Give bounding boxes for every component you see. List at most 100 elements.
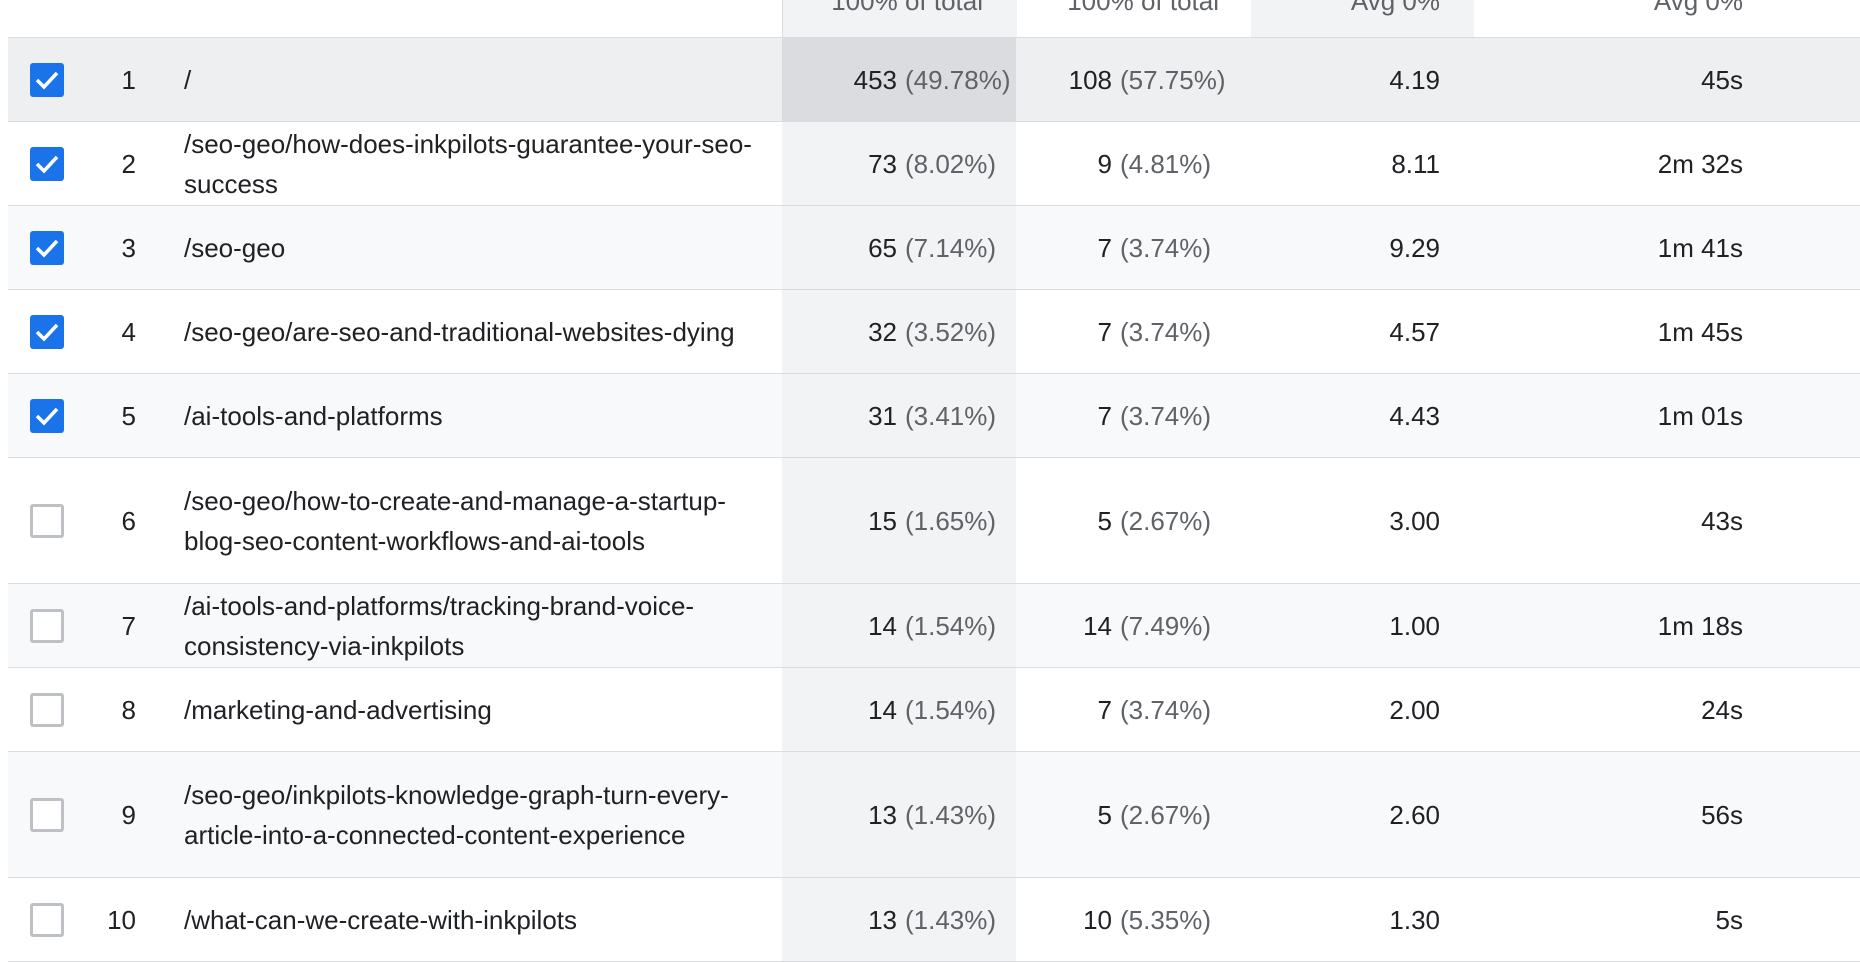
users: 5 bbox=[1097, 505, 1112, 536]
page-path: /ai-tools-and-platforms bbox=[184, 401, 443, 431]
users-pct: (3.74%) bbox=[1120, 694, 1212, 725]
checkbox[interactable] bbox=[30, 63, 64, 97]
checkbox[interactable] bbox=[30, 609, 64, 643]
views: 31 bbox=[868, 400, 897, 431]
header-label: 100% of total bbox=[831, 0, 983, 16]
cell-bg bbox=[782, 206, 1016, 289]
views-pct: (1.43%) bbox=[905, 799, 997, 830]
views: 32 bbox=[868, 316, 897, 347]
users-pct: (7.49%) bbox=[1120, 610, 1212, 641]
rank: 5 bbox=[121, 400, 136, 431]
cell-bg bbox=[782, 374, 1016, 457]
time: 1m 01s bbox=[1657, 400, 1743, 431]
time: 1m 18s bbox=[1657, 610, 1743, 641]
users: 108 bbox=[1068, 64, 1112, 95]
checkbox[interactable] bbox=[30, 147, 64, 181]
users: 9 bbox=[1097, 148, 1112, 179]
header-border bbox=[8, 37, 1860, 38]
users-pct: (4.81%) bbox=[1120, 148, 1212, 179]
time: 1m 45s bbox=[1657, 316, 1743, 347]
cell-bg bbox=[782, 38, 1016, 121]
views: 14 bbox=[868, 610, 897, 641]
users: 7 bbox=[1097, 316, 1112, 347]
views-pct: (3.52%) bbox=[905, 316, 997, 347]
avg: 3.00 bbox=[1389, 505, 1440, 536]
cell-bg bbox=[782, 878, 1016, 961]
views: 65 bbox=[868, 232, 897, 263]
views: 15 bbox=[868, 505, 897, 536]
avg: 2.60 bbox=[1389, 799, 1440, 830]
time: 24s bbox=[1701, 694, 1743, 725]
avg: 2.00 bbox=[1389, 694, 1440, 725]
page-path: /what-can-we-create-with-inkpilots bbox=[184, 905, 578, 935]
checkbox[interactable] bbox=[30, 903, 64, 937]
page-path: /seo-geo/how-does-inkpilots-guarantee-yo… bbox=[184, 129, 752, 199]
rank: 6 bbox=[121, 505, 136, 536]
checkbox[interactable] bbox=[30, 231, 64, 265]
users: 7 bbox=[1097, 232, 1112, 263]
checkbox[interactable] bbox=[30, 798, 64, 832]
time: 43s bbox=[1701, 505, 1743, 536]
views: 73 bbox=[868, 148, 897, 179]
avg: 4.43 bbox=[1389, 400, 1440, 431]
users-pct: (57.75%) bbox=[1120, 64, 1226, 95]
rank: 7 bbox=[121, 610, 136, 641]
users-pct: (5.35%) bbox=[1120, 904, 1212, 935]
users-pct: (3.74%) bbox=[1120, 232, 1212, 263]
views: 13 bbox=[868, 799, 897, 830]
time: 2m 32s bbox=[1657, 148, 1743, 179]
views-pct: (49.78%) bbox=[905, 64, 1011, 95]
checkbox[interactable] bbox=[30, 504, 64, 538]
users: 14 bbox=[1083, 610, 1112, 641]
users: 7 bbox=[1097, 400, 1112, 431]
page-path: /seo-geo/inkpilots-knowledge-graph-turn-… bbox=[184, 780, 729, 850]
users-pct: (3.74%) bbox=[1120, 316, 1212, 347]
cell-bg bbox=[782, 752, 1016, 877]
users: 10 bbox=[1083, 904, 1112, 935]
cell-bg bbox=[782, 458, 1016, 583]
avg: 8.11 bbox=[1391, 148, 1440, 179]
users-pct: (2.67%) bbox=[1120, 799, 1212, 830]
rank: 2 bbox=[121, 148, 136, 179]
avg: 1.00 bbox=[1389, 610, 1440, 641]
rank: 8 bbox=[121, 694, 136, 725]
views-pct: (7.14%) bbox=[905, 232, 997, 263]
views: 14 bbox=[868, 694, 897, 725]
cell-bg bbox=[782, 584, 1016, 667]
checkbox[interactable] bbox=[30, 315, 64, 349]
avg: 1.30 bbox=[1389, 904, 1440, 935]
views-pct: (1.54%) bbox=[905, 694, 997, 725]
header-label: Avg 0% bbox=[1350, 0, 1440, 16]
rank: 3 bbox=[121, 232, 136, 263]
header-label: 100% of total bbox=[1067, 0, 1219, 16]
views: 453 bbox=[853, 64, 897, 95]
rank: 9 bbox=[121, 799, 136, 830]
cell-bg bbox=[782, 290, 1016, 373]
page-path: /seo-geo/are-seo-and-traditional-website… bbox=[184, 317, 735, 347]
cell-bg bbox=[782, 122, 1016, 205]
page-path: /marketing-and-advertising bbox=[184, 695, 492, 725]
rank: 10 bbox=[107, 904, 136, 935]
header-bg bbox=[1251, 0, 1474, 38]
avg: 4.57 bbox=[1389, 316, 1440, 347]
time: 56s bbox=[1701, 799, 1743, 830]
checkbox[interactable] bbox=[30, 399, 64, 433]
rank: 4 bbox=[121, 316, 136, 347]
views-pct: (3.41%) bbox=[905, 400, 997, 431]
time: 45s bbox=[1701, 64, 1743, 95]
avg: 4.19 bbox=[1389, 64, 1440, 95]
header-label: Avg 0% bbox=[1653, 0, 1743, 16]
page-path: /seo-geo/how-to-create-and-manage-a-star… bbox=[184, 486, 726, 556]
page-path: /ai-tools-and-platforms/tracking-brand-v… bbox=[184, 591, 695, 661]
time: 5s bbox=[1715, 904, 1743, 935]
views-pct: (1.43%) bbox=[905, 904, 997, 935]
checkbox[interactable] bbox=[30, 693, 64, 727]
views-pct: (8.02%) bbox=[905, 148, 997, 179]
views-pct: (1.54%) bbox=[905, 610, 997, 641]
views: 13 bbox=[868, 904, 897, 935]
users-pct: (3.74%) bbox=[1120, 400, 1212, 431]
users: 7 bbox=[1097, 694, 1112, 725]
cell-bg bbox=[782, 668, 1016, 751]
page-path: /seo-geo bbox=[184, 233, 286, 263]
